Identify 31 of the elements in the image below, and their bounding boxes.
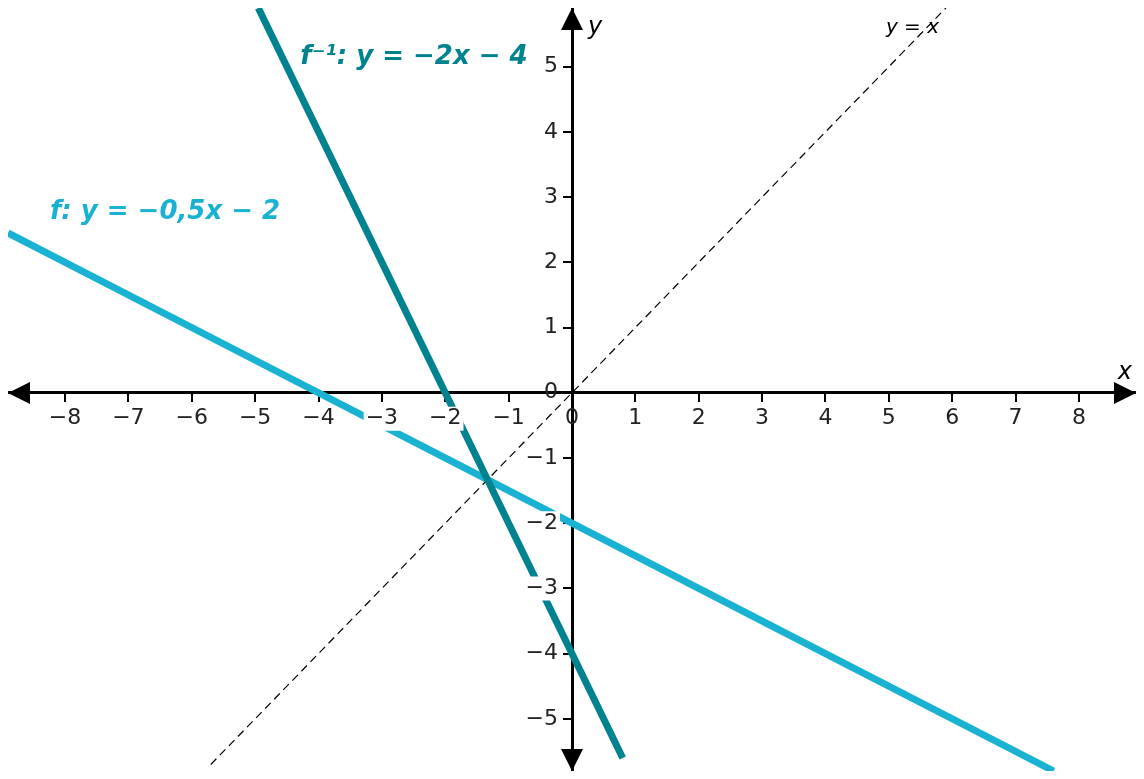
y-tick-label: 1 bbox=[544, 313, 558, 339]
x-axis-title: x bbox=[1116, 357, 1133, 385]
y-tick-label: −5 bbox=[525, 704, 558, 730]
y-tick-label: 3 bbox=[544, 182, 558, 208]
x-tick-label: −2 bbox=[429, 404, 462, 430]
x-tick-label: 3 bbox=[755, 404, 770, 430]
y-tick-label: 2 bbox=[544, 248, 558, 274]
x-tick-label: 7 bbox=[1008, 404, 1023, 430]
y-tick-label: 5 bbox=[544, 52, 558, 78]
x-tick-label: 5 bbox=[881, 404, 896, 430]
series-label: f⁻¹: y = −2x − 4 bbox=[300, 39, 528, 70]
x-tick-label: −7 bbox=[112, 404, 145, 430]
y-tick-label: −3 bbox=[525, 574, 558, 600]
x-tick-label: 6 bbox=[945, 404, 960, 430]
y-tick-label: −4 bbox=[525, 639, 558, 665]
x-tick-label: 8 bbox=[1071, 404, 1086, 430]
series-label: f: y = −0,5x − 2 bbox=[50, 194, 281, 225]
x-tick-label: 1 bbox=[628, 404, 643, 430]
y-axis-title: y bbox=[587, 12, 603, 41]
x-tick-label: −1 bbox=[492, 404, 525, 430]
y-tick-label: −1 bbox=[525, 443, 558, 469]
x-tick-label: −4 bbox=[302, 404, 335, 430]
x-tick-label: −8 bbox=[48, 404, 82, 430]
y-tick-label: 4 bbox=[544, 117, 558, 143]
x-tick-label: −6 bbox=[175, 404, 208, 430]
x-tick-label: −3 bbox=[365, 404, 399, 430]
y-tick-label: −2 bbox=[525, 508, 558, 534]
series-label: y = x bbox=[884, 14, 940, 39]
x-tick-label: 4 bbox=[818, 404, 833, 430]
x-tick-label: −5 bbox=[238, 404, 272, 430]
x-tick-label: 2 bbox=[691, 404, 706, 430]
